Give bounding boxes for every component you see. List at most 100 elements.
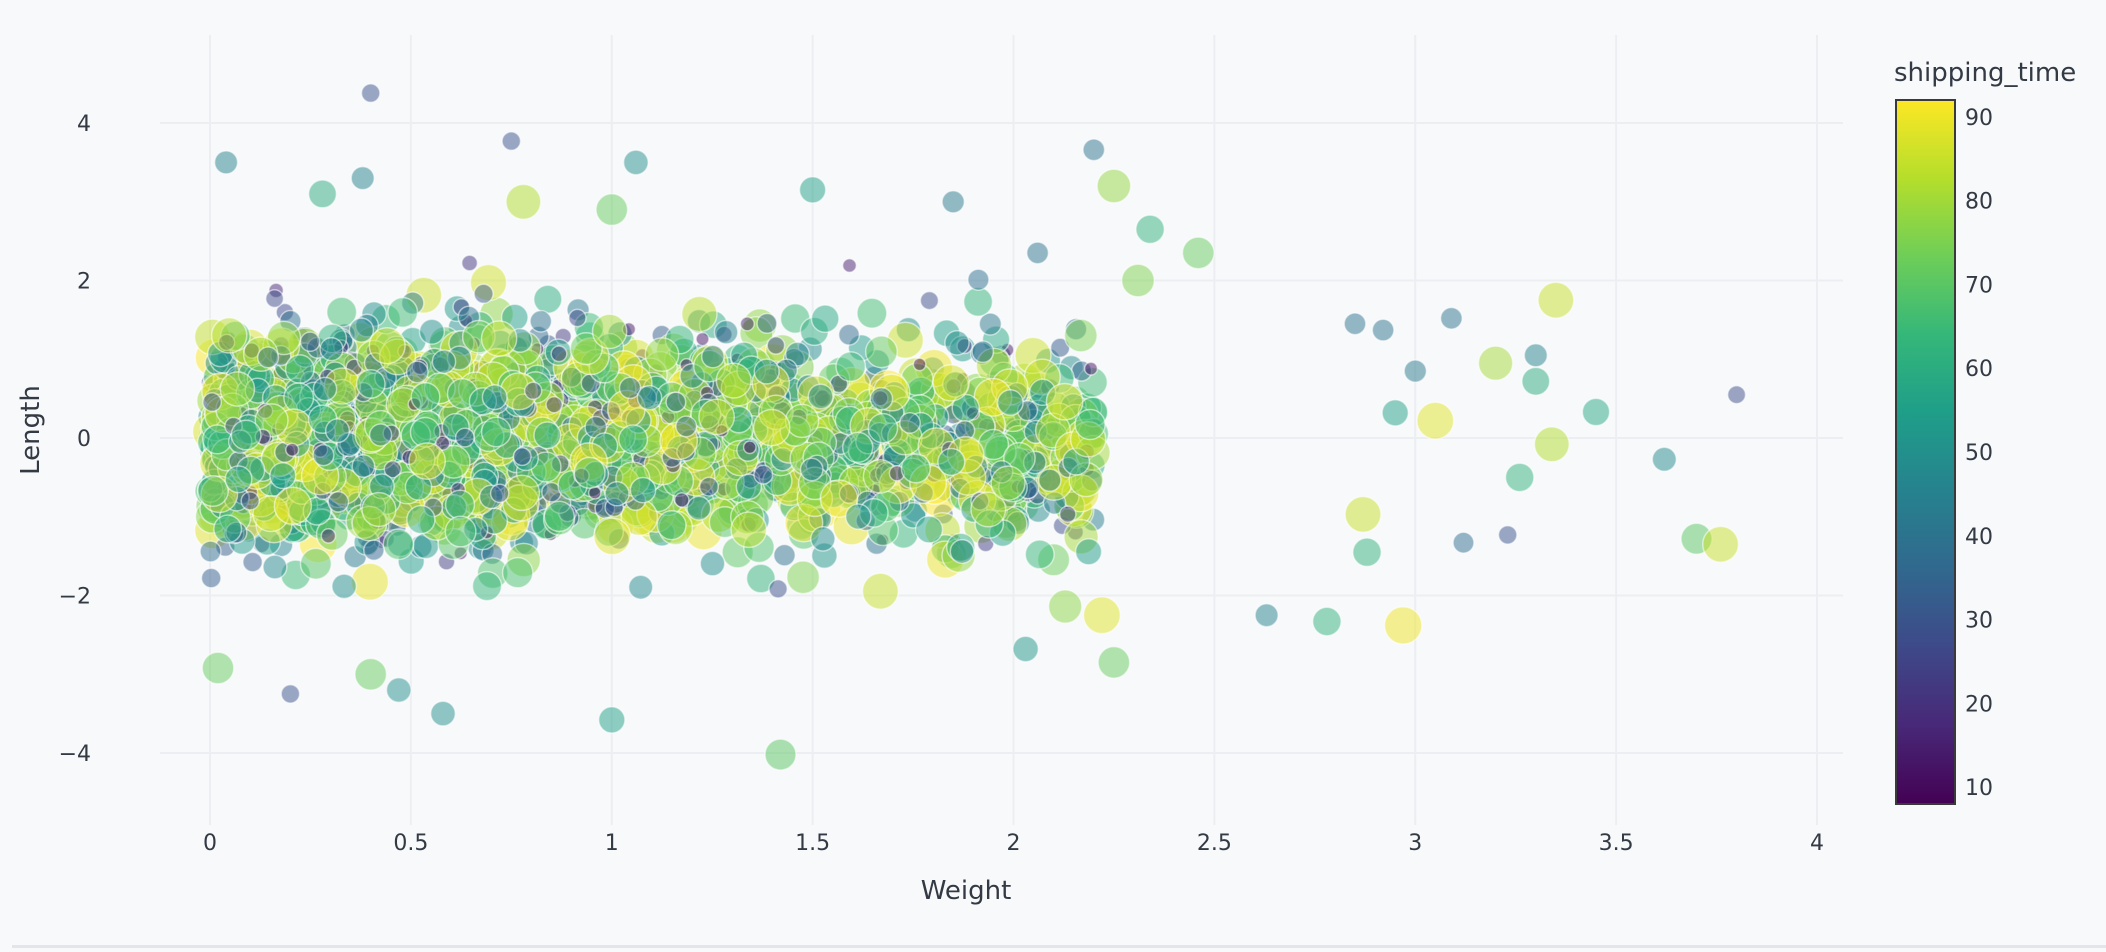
data-point <box>1726 385 1747 405</box>
data-point <box>1047 589 1083 624</box>
data-point <box>312 376 338 402</box>
data-point <box>1045 382 1084 421</box>
data-point <box>1135 214 1166 245</box>
data-point <box>864 335 898 369</box>
data-point <box>932 363 970 402</box>
data-point <box>385 676 412 704</box>
data-point <box>841 431 874 464</box>
data-point <box>766 335 786 355</box>
data-point <box>768 579 788 599</box>
data-point <box>461 254 479 272</box>
data-point <box>837 323 861 346</box>
data-point <box>501 556 534 589</box>
data-point <box>265 289 285 309</box>
data-point <box>695 331 710 347</box>
data-point <box>444 489 476 520</box>
data-point <box>627 574 654 600</box>
data-point <box>753 464 774 485</box>
colorbar-tick-label: 20 <box>1965 692 1993 717</box>
data-point <box>1497 524 1518 545</box>
data-point <box>867 412 899 444</box>
data-point <box>656 510 687 541</box>
data-point <box>745 563 776 594</box>
data-point <box>361 491 397 528</box>
data-point <box>512 447 532 467</box>
data-point <box>350 562 390 601</box>
data-point <box>1037 468 1062 493</box>
data-point <box>1439 306 1463 330</box>
data-points <box>191 83 1747 771</box>
data-point <box>444 515 477 548</box>
data-point <box>405 360 429 384</box>
data-point <box>573 456 606 489</box>
data-point <box>230 419 262 451</box>
data-point <box>970 491 1007 528</box>
data-point <box>1074 408 1106 441</box>
data-point <box>283 382 315 414</box>
data-point <box>700 344 725 369</box>
data-point <box>319 337 344 362</box>
data-point <box>595 193 629 227</box>
data-point <box>810 526 836 552</box>
data-point <box>900 453 931 484</box>
data-point <box>644 337 680 373</box>
data-point <box>1083 361 1099 376</box>
data-point <box>914 515 944 544</box>
data-point <box>996 389 1024 417</box>
data-point <box>529 309 553 333</box>
data-point <box>480 320 518 357</box>
data-point <box>990 465 1026 501</box>
data-point <box>899 411 921 434</box>
data-point <box>489 483 510 504</box>
data-point <box>545 395 563 414</box>
data-point <box>1311 606 1342 637</box>
data-point <box>202 392 223 413</box>
data-point <box>773 543 796 567</box>
y-axis-title: Length <box>16 385 46 475</box>
data-point <box>418 318 446 345</box>
data-point <box>1416 401 1455 440</box>
data-point <box>593 517 632 556</box>
data-point <box>408 442 447 481</box>
data-point <box>1096 168 1132 204</box>
data-point <box>1452 531 1475 554</box>
data-point <box>735 473 763 500</box>
data-point <box>1120 263 1156 298</box>
data-point <box>784 403 820 439</box>
data-point <box>1012 635 1040 663</box>
data-point <box>481 384 508 411</box>
y-axis-ticks: 4 2 0 −2 −4 <box>59 112 91 767</box>
data-point <box>533 284 563 315</box>
data-point <box>591 313 628 350</box>
data-point <box>715 362 752 399</box>
data-point <box>912 357 927 372</box>
data-point <box>1352 537 1382 568</box>
data-point <box>350 165 375 191</box>
data-point <box>1581 397 1611 427</box>
data-point <box>1383 605 1423 645</box>
data-point <box>622 149 649 176</box>
data-point <box>1533 426 1570 463</box>
data-point <box>604 481 630 507</box>
data-point <box>752 408 791 447</box>
x-tick-label: 1.5 <box>795 831 830 856</box>
data-point <box>324 418 351 444</box>
data-point <box>869 386 894 411</box>
colorbar-tick-label: 10 <box>1965 776 1993 801</box>
data-point <box>242 551 264 573</box>
colorbar-title: shipping_time <box>1894 58 2076 88</box>
colorbar-bar <box>1895 99 1956 805</box>
data-point <box>523 381 543 401</box>
data-point <box>665 391 687 413</box>
x-tick-label: 3 <box>1408 831 1422 856</box>
data-point <box>861 572 900 610</box>
data-point <box>262 554 288 580</box>
data-point <box>360 83 381 104</box>
data-point <box>299 547 333 580</box>
data-point <box>368 327 406 365</box>
data-point <box>200 567 222 589</box>
data-point <box>429 700 457 727</box>
data-point <box>1063 318 1098 353</box>
x-axis-title: Weight <box>921 876 1012 906</box>
data-point <box>1504 462 1535 493</box>
